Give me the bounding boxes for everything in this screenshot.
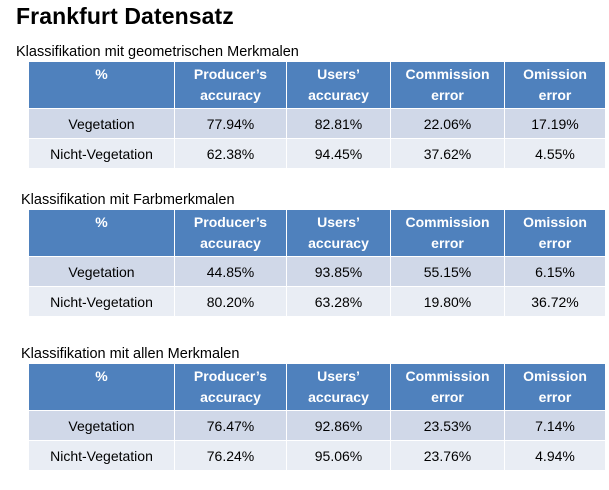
header-omission-error: Omission error [504,209,606,257]
header-commission-error: Commission error [390,363,505,411]
accuracy-table: % Producer’s accuracy Users’ accuracy Comm… [28,209,606,317]
producers-accuracy-cell: 62.38% [174,138,287,169]
producers-accuracy-cell: 44.85% [174,256,287,287]
page-title: Frankfurt Datensatz [16,3,234,29]
omission-error-cell: 6.15% [504,256,606,287]
commission-error-cell: 22.06% [390,108,505,139]
header-producers-accuracy: Producer’s accuracy [174,61,287,109]
header-percent: % [28,61,175,109]
accuracy-table: % Producer’s accuracy Users’ accuracy Comm… [28,363,606,471]
header-percent: % [28,209,175,257]
accuracy-table: % Producer’s accuracy Users’ accuracy Comm… [28,61,606,169]
users-accuracy-cell: 92.86% [286,410,391,441]
omission-error-cell: 4.94% [504,440,606,471]
header-omission-error: Omission error [504,61,606,109]
users-accuracy-cell: 63.28% [286,286,391,317]
table-row: Vegetation 77.94% 82.81% 22.06% 17.19% [28,108,606,139]
header-producers-accuracy: Producer’s accuracy [174,363,287,411]
commission-error-cell: 19.80% [390,286,505,317]
users-accuracy-cell: 95.06% [286,440,391,471]
commission-error-cell: 55.15% [390,256,505,287]
omission-error-cell: 7.14% [504,410,606,441]
header-producers-accuracy: Producer’s accuracy [174,209,287,257]
header-row: % Producer’s accuracy Users’ accuracy Comm… [28,363,606,411]
omission-error-cell: 36.72% [504,286,606,317]
row-label: Vegetation [28,256,175,287]
header-omission-error: Omission error [504,363,606,411]
producers-accuracy-cell: 77.94% [174,108,287,139]
producers-accuracy-cell: 76.24% [174,440,287,471]
header-commission-error: Commission error [390,209,505,257]
header-users-accuracy: Users’ accuracy [286,209,391,257]
commission-error-cell: 23.53% [390,410,505,441]
header-row: % Producer’s accuracy Users’ accuracy Comm… [28,61,606,109]
producers-accuracy-cell: 76.47% [174,410,287,441]
table-section-geometric: Klassifikation mit geometrischen Merkmal… [16,44,606,169]
header-users-accuracy: Users’ accuracy [286,363,391,411]
row-label: Vegetation [28,108,175,139]
omission-error-cell: 17.19% [504,108,606,139]
row-label: Nicht-Vegetation [28,286,175,317]
users-accuracy-cell: 94.45% [286,138,391,169]
table-caption: Klassifikation mit geometrischen Merkmal… [16,44,299,60]
commission-error-cell: 23.76% [390,440,505,471]
users-accuracy-cell: 93.85% [286,256,391,287]
header-commission-error: Commission error [390,61,505,109]
header-percent: % [28,363,175,411]
header-row: % Producer’s accuracy Users’ accuracy Comm… [28,209,606,257]
table-row: Nicht-Vegetation 62.38% 94.45% 37.62% 4.… [28,138,606,169]
omission-error-cell: 4.55% [504,138,606,169]
table-row: Vegetation 44.85% 93.85% 55.15% 6.15% [28,256,606,287]
table-section-color: Klassifikation mit Farbmerkmalen % Produ… [16,192,606,317]
row-label: Nicht-Vegetation [28,440,175,471]
table-row: Nicht-Vegetation 80.20% 63.28% 19.80% 36… [28,286,606,317]
row-label: Vegetation [28,410,175,441]
table-row: Nicht-Vegetation 76.24% 95.06% 23.76% 4.… [28,440,606,471]
users-accuracy-cell: 82.81% [286,108,391,139]
header-users-accuracy: Users’ accuracy [286,61,391,109]
table-section-all: Klassifikation mit allen Merkmalen % Pro… [16,346,606,471]
table-row: Vegetation 76.47% 92.86% 23.53% 7.14% [28,410,606,441]
producers-accuracy-cell: 80.20% [174,286,287,317]
table-caption: Klassifikation mit allen Merkmalen [21,346,240,362]
row-label: Nicht-Vegetation [28,138,175,169]
table-caption: Klassifikation mit Farbmerkmalen [21,192,235,208]
commission-error-cell: 37.62% [390,138,505,169]
